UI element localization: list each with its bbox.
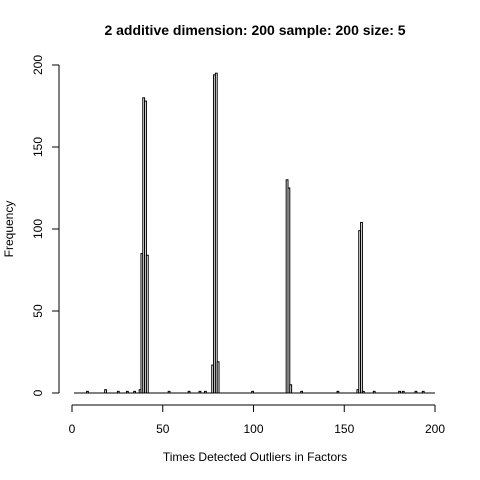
x-axis: 0 50 100 150 200 <box>69 404 445 436</box>
histogram-bar-9 <box>86 390 89 394</box>
x-tick-label-50: 50 <box>156 422 170 436</box>
histogram-bar-31 <box>125 390 129 394</box>
histogram-bar-81 <box>216 361 220 394</box>
histogram-bar-120 <box>287 187 291 394</box>
y-tick-label-50: 50 <box>31 304 45 318</box>
histogram-bar-100 <box>251 390 255 394</box>
y-tick-label-150: 150 <box>31 137 45 157</box>
y-axis: 0 50 100 150 200 <box>31 55 60 396</box>
histogram-bar-161 <box>361 390 365 394</box>
histogram-bar-167 <box>372 390 376 394</box>
histogram-bar-65 <box>187 390 191 394</box>
histogram-bar-181 <box>398 390 402 394</box>
y-axis-label: Frequency <box>2 201 16 258</box>
histogram-bar-19 <box>104 389 107 394</box>
histogram-bar-54 <box>167 390 171 394</box>
y-tick-label-200: 200 <box>31 55 45 75</box>
histogram-bar-121 <box>289 384 293 394</box>
histogram-bar-183 <box>401 390 405 394</box>
histogram-bar-42 <box>145 254 149 394</box>
chart-title: 2 additive dimension: 200 sample: 200 si… <box>104 22 405 38</box>
x-tick-label-200: 200 <box>425 422 445 436</box>
x-axis-label: Times Detected Outliers in Factors <box>163 450 347 464</box>
x-tick-label-150: 150 <box>334 422 354 436</box>
histogram-bar-35 <box>133 390 137 394</box>
histogram-bar-74 <box>204 390 207 394</box>
histogram-bar-127 <box>300 390 304 394</box>
y-tick-label-0: 0 <box>31 389 45 396</box>
x-tick-label-0: 0 <box>69 422 76 436</box>
histogram-bar-190 <box>414 390 418 394</box>
y-tick-label-100: 100 <box>31 219 45 239</box>
histogram-bar-160 <box>360 221 363 394</box>
histogram-bar-41 <box>144 100 147 394</box>
histogram-bar-26 <box>116 390 120 394</box>
histogram-bar-80 <box>214 72 218 394</box>
bars-group <box>74 72 435 394</box>
x-tick-label-100: 100 <box>243 422 263 436</box>
histogram-bar-194 <box>421 390 425 394</box>
histogram-bar-71 <box>198 390 202 394</box>
histogram-bar-147 <box>336 390 340 394</box>
